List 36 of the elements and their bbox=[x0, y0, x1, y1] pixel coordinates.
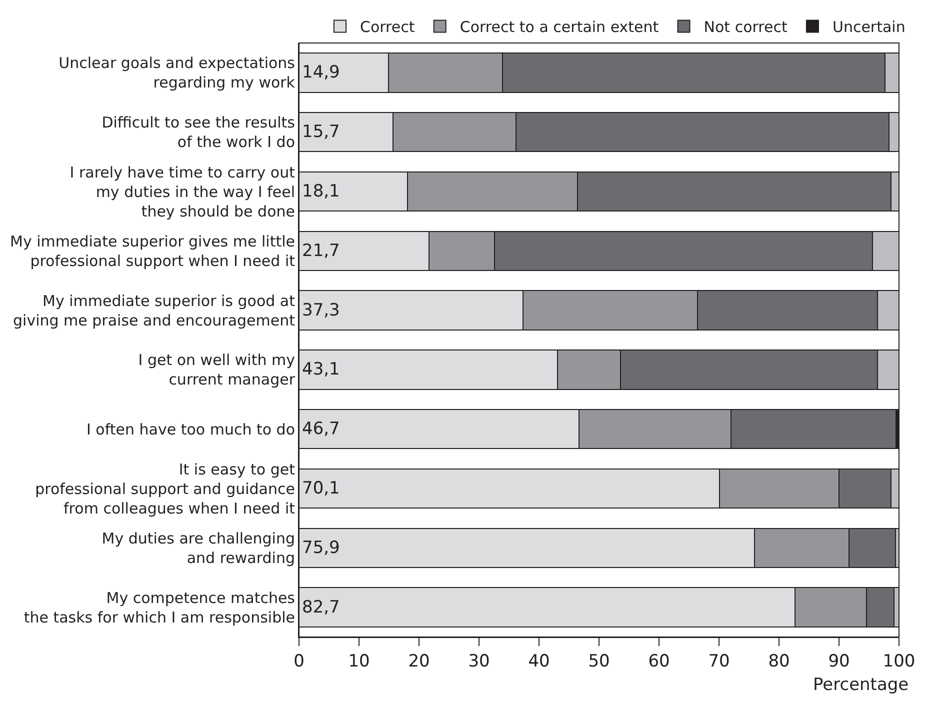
x-tick-label: 10 bbox=[348, 651, 370, 672]
legend-label: Correct to a certain extent bbox=[460, 18, 659, 36]
x-tick-label: 0 bbox=[294, 651, 304, 672]
y-tick-label: I often have too much to do bbox=[86, 420, 295, 438]
x-tick-label: 70 bbox=[708, 651, 730, 672]
data-label: 15,7 bbox=[302, 122, 340, 142]
data-label: 70,1 bbox=[302, 478, 340, 498]
legend-label: Correct bbox=[360, 18, 415, 36]
data-label: 21,7 bbox=[302, 240, 340, 261]
y-tick-label: I get on well with my current manager bbox=[138, 351, 296, 389]
data-label: 37,3 bbox=[302, 300, 340, 320]
data-label: 43,1 bbox=[302, 360, 340, 380]
y-tick-label: It is easy to get professional support and guidance from colleagues when I need it bbox=[35, 460, 296, 518]
data-label: 18,1 bbox=[302, 182, 340, 202]
y-tick-label: Unclear goals and expectations regarding my work bbox=[58, 54, 296, 92]
x-tick-label: 100 bbox=[882, 651, 916, 672]
x-axis-title: Percentage bbox=[813, 675, 909, 695]
legend-label: Not correct bbox=[704, 18, 788, 36]
y-tick-label: My competence matches the tasks for which I am responsible bbox=[24, 588, 296, 626]
x-tick-label: 20 bbox=[408, 651, 430, 672]
y-tick-label: My immediate superior gives me little professional support when I need it bbox=[10, 232, 296, 270]
x-tick-label: 50 bbox=[588, 651, 610, 672]
x-tick-label: 90 bbox=[828, 651, 850, 672]
y-tick-label: My immediate superior is good at giving me praise and encouragement bbox=[13, 292, 296, 330]
data-label: 82,7 bbox=[302, 597, 340, 618]
x-tick-label: 60 bbox=[648, 651, 670, 672]
x-tick-label: 40 bbox=[528, 651, 550, 672]
data-label: 75,9 bbox=[302, 538, 340, 558]
x-tick-label: 80 bbox=[768, 651, 790, 672]
x-tick-label: 30 bbox=[468, 651, 490, 672]
y-tick-label: I rarely have time to carry out my duties in the way I feel they should be done bbox=[70, 163, 296, 220]
y-tick-label: Difficult to see the results of the work I do bbox=[102, 114, 296, 152]
data-label: 46,7 bbox=[302, 419, 340, 440]
data-label: 14,9 bbox=[302, 62, 340, 83]
legend-label: Uncertain bbox=[832, 18, 906, 36]
y-tick-label: My duties are challenging and rewarding bbox=[102, 529, 295, 567]
